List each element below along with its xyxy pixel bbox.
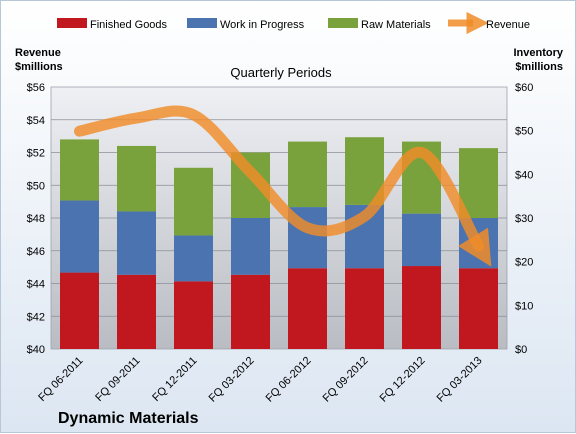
bar-segment <box>60 139 99 201</box>
legend-swatch-finished-goods <box>57 18 87 28</box>
chart-title: Quarterly Periods <box>230 65 332 80</box>
x-tick-label: FQ 12-2012 <box>378 355 428 405</box>
left-tick-label: $54 <box>27 115 45 127</box>
bar-segment <box>459 148 498 218</box>
left-tick-label: $42 <box>27 311 45 323</box>
bar-segment <box>288 268 327 349</box>
legend-label-work-in-progress: Work in Progress <box>220 19 305 31</box>
left-tick-label: $48 <box>27 213 45 225</box>
left-axis-ticks: $40 $42 $44 $46 $48 $50 $52 $54 $56 <box>27 82 45 356</box>
bar-segment <box>60 272 99 349</box>
legend-swatch-raw-materials <box>328 18 358 28</box>
right-axis-ticks: $0 $10 $20 $30 $40 $50 $60 <box>515 82 533 356</box>
bar-segment <box>117 211 156 275</box>
bar-segment <box>231 274 270 349</box>
x-tick-label: FQ 12-2011 <box>150 355 199 404</box>
x-tick-label: FQ 06-2012 <box>264 355 314 405</box>
right-tick-label: $0 <box>515 344 527 356</box>
left-tick-label: $40 <box>27 344 45 356</box>
bar-segment <box>288 141 327 208</box>
legend-label-revenue: Revenue <box>486 19 530 31</box>
legend-swatch-work-in-progress <box>187 18 217 28</box>
bar-segment <box>402 266 441 349</box>
right-tick-label: $60 <box>515 82 533 94</box>
left-tick-label: $50 <box>27 180 45 192</box>
revenue-line <box>74 105 492 267</box>
right-axis-title-line2: $millions <box>515 61 563 73</box>
left-tick-label: $44 <box>27 279 45 291</box>
bar-segment <box>174 167 213 236</box>
x-tick-label: FQ 09-2011 <box>93 355 142 404</box>
bar-segment <box>345 268 384 349</box>
x-tick-label: FQ 03-2013 <box>435 355 485 405</box>
legend-label-finished-goods: Finished Goods <box>90 19 168 31</box>
right-tick-label: $30 <box>515 213 533 225</box>
bar-segment <box>402 213 441 267</box>
bar-segment <box>60 200 99 273</box>
bar-segment <box>117 145 156 212</box>
legend-label-raw-materials: Raw Materials <box>361 19 431 31</box>
x-tick-label: FQ 09-2012 <box>321 355 371 405</box>
bar-segment <box>174 235 213 282</box>
right-tick-label: $20 <box>515 257 533 269</box>
x-axis-ticks: FQ 06-2011 FQ 09-2011 FQ 12-2011 FQ 03-2012… <box>36 355 484 405</box>
bar-segment <box>117 274 156 349</box>
revenue-line-group <box>74 105 492 267</box>
right-axis-title-line1: Inventory <box>513 47 563 59</box>
right-tick-label: $50 <box>515 126 533 138</box>
left-tick-label: $46 <box>27 246 45 258</box>
left-tick-label: $52 <box>27 148 45 160</box>
company-name: Dynamic Materials <box>58 410 199 427</box>
right-tick-label: $40 <box>515 169 533 181</box>
legend: Finished Goods Work in Progress Raw Mate… <box>57 11 530 35</box>
left-axis-title-line2: $millions <box>15 61 63 73</box>
x-tick-label: FQ 06-2011 <box>36 355 85 404</box>
x-tick-label: FQ 03-2012 <box>207 355 257 405</box>
bar-segment <box>174 281 213 349</box>
left-tick-label: $56 <box>27 82 45 94</box>
bar-segment <box>231 218 270 275</box>
left-axis-title-line1: Revenue <box>15 47 61 59</box>
stacked-bars <box>60 137 498 349</box>
bar-segment <box>459 268 498 349</box>
right-tick-label: $10 <box>515 300 533 312</box>
